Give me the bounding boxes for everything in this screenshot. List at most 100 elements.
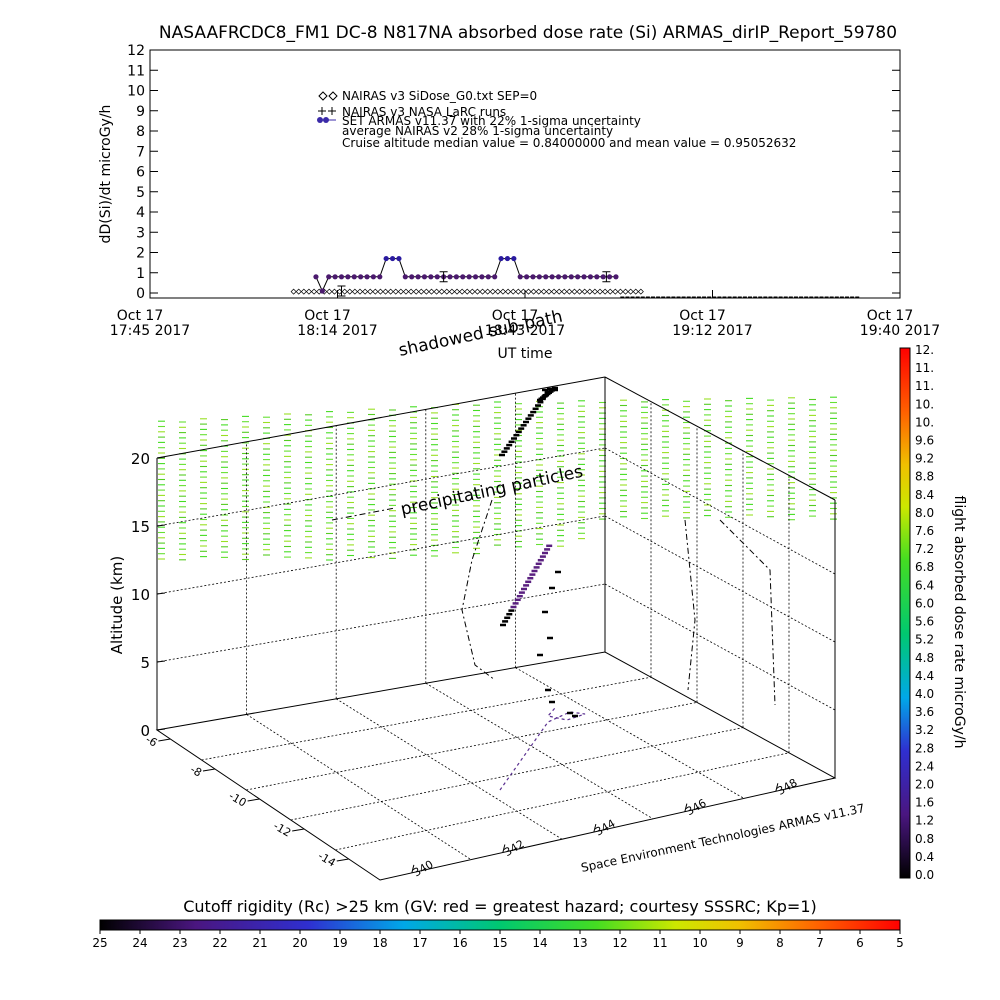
nairas-sep0-point <box>571 288 578 295</box>
armas-point <box>358 274 364 280</box>
nairas-sep0-point <box>586 288 593 295</box>
dose-colorbar-gradient <box>899 347 911 879</box>
z-tick-mark <box>156 524 166 527</box>
armas-point <box>530 274 536 280</box>
nairas-sep0-point <box>530 288 537 295</box>
armas-point <box>562 274 568 280</box>
nairas-sep0-point <box>331 288 338 295</box>
rigidity-tick-label: 11 <box>652 936 667 950</box>
nairas-sep0-point <box>479 288 486 295</box>
legend-item-nairas-v3-sep0: NAIRAS v3 SiDose_G0.txt SEP=0 <box>342 89 537 103</box>
dose-colorbar-tick: 4.0 <box>915 687 934 701</box>
dose-colorbar-ticks: 0.0 0.4 0.8 1.2 1.6 2.0 2.4 2.8 3.2 3.6 4.0 4.4 4.8 5… <box>915 343 934 882</box>
legend-item-cruise-stats: Cruise altitude median value = 0.8400000… <box>342 136 796 150</box>
y-tick-label: 10 <box>127 84 145 100</box>
armas-point <box>613 274 619 280</box>
nairas-sep0-point <box>637 288 644 295</box>
nairas-sep0-point <box>448 288 455 295</box>
dose-colorbar-tick: 1.2 <box>915 814 934 828</box>
dose-colorbar-tick: 10. <box>915 397 934 411</box>
rigidity-tick-label: 20 <box>292 936 307 950</box>
nairas-sep0-point <box>494 288 501 295</box>
dose-colorbar-tick: 2.4 <box>915 759 934 773</box>
nairas-sep0-point <box>597 288 603 295</box>
box-frame <box>155 376 837 881</box>
nairas-sep0-point <box>510 288 517 295</box>
armas-point <box>485 274 491 280</box>
lat-tick-mark <box>292 828 305 832</box>
grid-line <box>246 702 698 791</box>
nairas-sep0-point <box>581 288 588 295</box>
nairas-sep0-point <box>300 288 307 295</box>
nairas-sep0-point <box>290 288 297 295</box>
nairas-sep0-point <box>627 288 634 295</box>
y-axis-label: dD(Si)/dt microGy/h <box>98 105 114 244</box>
rigidity-colorbar-gradient <box>99 919 901 931</box>
armas-point <box>428 274 434 280</box>
box-edge-top-left <box>156 376 606 459</box>
lon-tick-label: 340 <box>411 858 436 880</box>
armas-point <box>472 274 479 280</box>
rigidity-tick-label: 9 <box>736 936 744 950</box>
grid-line <box>515 667 745 799</box>
dose-colorbar-tick: 0.8 <box>915 832 934 846</box>
legend-marker-plus <box>318 107 336 115</box>
rigidity-tick-label: 23 <box>172 936 187 950</box>
rigidity-tick-label: 19 <box>332 936 347 950</box>
dose-colorbar-tick: 0.0 <box>915 868 934 882</box>
armas-point <box>543 274 549 280</box>
dose-colorbar-label: flight absorbed dose rate microGy/h <box>951 496 967 749</box>
armas-point <box>568 274 574 280</box>
lon-tick-mark <box>593 823 597 833</box>
dose-colorbar-tick: 4.8 <box>915 651 934 665</box>
legend-item-nairas-v2: average NAIRAS v2 28% 1-sigma uncertaint… <box>342 124 613 138</box>
nairas-sep0-point <box>540 288 547 295</box>
nairas-sep0-point <box>418 288 425 295</box>
nairas-sep0-point <box>454 288 461 295</box>
box-edge-top-right <box>604 376 836 501</box>
armas-point <box>600 274 606 280</box>
nairas-sep0-point <box>469 288 476 295</box>
armas-point <box>377 274 383 280</box>
lon-tick-label: 342 <box>502 837 527 859</box>
rigidity-tick-label: 17 <box>412 936 427 950</box>
shadow-path-back <box>461 499 496 681</box>
y-tick-label: 5 <box>136 185 145 201</box>
y-tick-label: 4 <box>136 205 145 221</box>
rigidity-tick-label: 13 <box>572 936 587 950</box>
armas-point <box>594 274 600 280</box>
nairas-sep0-point <box>515 288 522 295</box>
x-tick-label-date: Oct 17 <box>867 308 913 324</box>
grid-line <box>290 727 744 821</box>
y-tick-label: 7 <box>136 144 145 160</box>
y-tick-label: 12 <box>127 43 145 59</box>
lat-tick-label: -12 <box>271 819 293 839</box>
nairas-sep0-point <box>351 288 358 295</box>
armas-point <box>504 255 511 262</box>
y-tick-label: 1 <box>136 266 145 282</box>
armas-point <box>587 274 594 280</box>
y-tick-label: 6 <box>136 165 145 181</box>
x-tick-label-time: 18:14 2017 <box>297 323 377 339</box>
armas-point <box>396 255 402 262</box>
armas-point <box>332 274 338 280</box>
lat-tick-label: -14 <box>316 849 338 869</box>
rigidity-tick-label: 15 <box>492 936 507 950</box>
armas-point <box>364 274 370 280</box>
armas-point <box>517 274 523 280</box>
dose-colorbar-tick: 9.2 <box>915 452 934 466</box>
ground-track <box>499 707 586 791</box>
nairas-sep0-point <box>377 288 384 295</box>
nairas-sep0-point <box>443 288 450 295</box>
flight-path <box>499 386 578 718</box>
rigidity-colorbar: Cutoff rigidity (Rc) >25 km (GV: red = g… <box>92 897 903 950</box>
dose-colorbar-tick: 5.2 <box>915 633 934 647</box>
nairas-sep0-point <box>382 288 389 295</box>
nairas-sep0-point <box>413 288 420 295</box>
grid-line <box>604 515 836 643</box>
armas-point <box>466 274 472 280</box>
z-tick-label: 10 <box>131 586 150 604</box>
armas-point <box>581 274 587 280</box>
